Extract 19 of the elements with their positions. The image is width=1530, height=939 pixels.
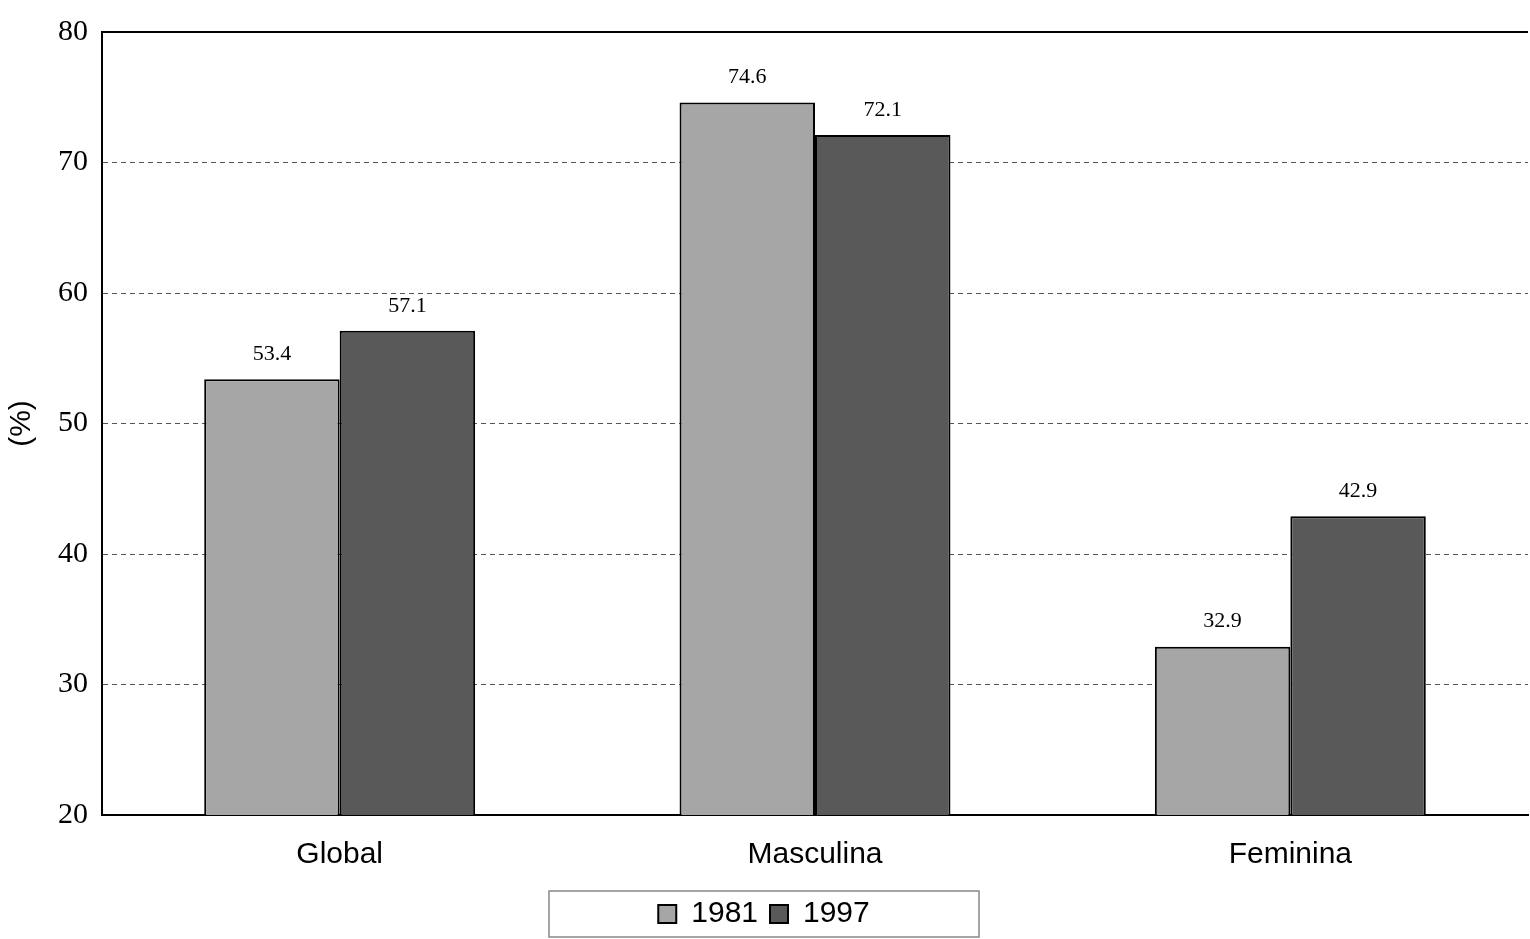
y-tick-label: 60 <box>58 273 88 307</box>
data-label: 32.9 <box>1203 607 1242 633</box>
y-tick-label: 40 <box>58 534 88 568</box>
y-tick-label: 80 <box>58 12 88 46</box>
data-label: 57.1 <box>388 291 427 317</box>
y-axis-title: (%) <box>3 400 37 447</box>
data-label: 42.9 <box>1338 476 1378 502</box>
x-tick-label: Masculina <box>747 836 883 870</box>
data-label: 53.4 <box>252 339 292 365</box>
x-tick-label: Feminina <box>1228 836 1353 870</box>
y-tick-label: 30 <box>58 665 88 699</box>
x-tick-label: Global <box>296 836 384 870</box>
data-label: 72.1 <box>863 95 902 121</box>
y-tick-label: 50 <box>58 404 88 438</box>
legend-label: 1981 <box>691 895 759 929</box>
y-tick-label: 70 <box>58 143 88 177</box>
data-label: 74.6 <box>728 63 767 89</box>
legend-label: 1997 <box>803 895 870 929</box>
y-tick-label: 20 <box>58 795 88 829</box>
